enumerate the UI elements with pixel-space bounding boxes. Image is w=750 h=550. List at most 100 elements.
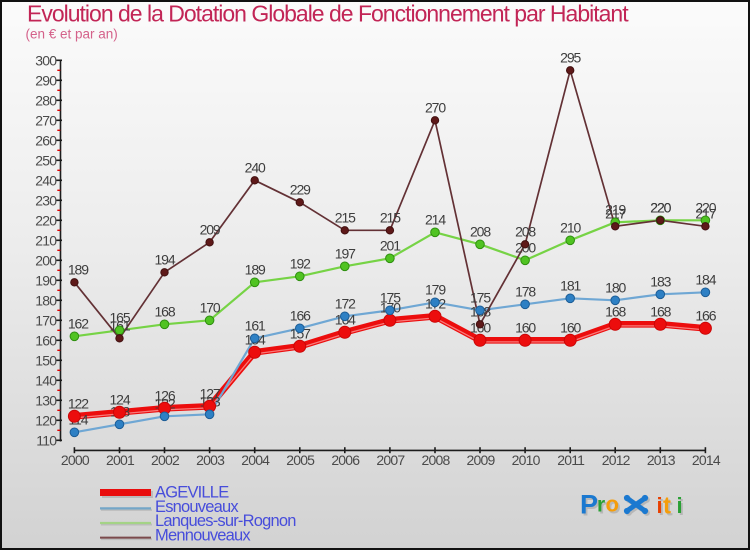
svg-text:290: 290 <box>35 72 57 88</box>
svg-text:194: 194 <box>154 252 175 268</box>
svg-text:2013: 2013 <box>647 452 676 468</box>
svg-text:172: 172 <box>335 296 356 312</box>
svg-text:o: o <box>606 492 619 517</box>
svg-text:127: 127 <box>200 386 221 402</box>
svg-text:295: 295 <box>560 50 581 66</box>
svg-text:240: 240 <box>245 160 266 176</box>
svg-text:2014: 2014 <box>692 452 721 468</box>
svg-text:215: 215 <box>380 210 401 226</box>
svg-text:126: 126 <box>154 388 175 404</box>
svg-text:t: t <box>663 493 671 520</box>
svg-text:130: 130 <box>35 392 57 408</box>
svg-text:220: 220 <box>695 200 716 216</box>
svg-text:2000: 2000 <box>61 452 90 468</box>
svg-text:219: 219 <box>605 202 626 218</box>
svg-text:208: 208 <box>470 224 491 240</box>
svg-text:(en € et par an): (en € et par an) <box>26 26 118 41</box>
svg-text:i: i <box>657 493 663 518</box>
svg-text:200: 200 <box>35 252 57 268</box>
svg-text:240: 240 <box>35 172 57 188</box>
svg-text:210: 210 <box>35 232 57 248</box>
svg-text:217: 217 <box>695 206 716 222</box>
svg-text:168: 168 <box>605 304 626 320</box>
svg-text:165: 165 <box>109 310 130 326</box>
svg-text:160: 160 <box>515 320 536 336</box>
svg-text:197: 197 <box>335 246 356 262</box>
svg-text:180: 180 <box>35 292 57 308</box>
svg-text:2010: 2010 <box>512 452 541 468</box>
svg-text:215: 215 <box>335 210 356 226</box>
svg-text:Lanques-sur-Rognon: Lanques-sur-Rognon <box>155 512 296 530</box>
svg-text:Mennouveaux: Mennouveaux <box>155 527 251 545</box>
svg-text:175: 175 <box>470 290 491 306</box>
svg-text:110: 110 <box>36 432 57 448</box>
svg-text:160: 160 <box>35 332 57 348</box>
svg-text:229: 229 <box>290 182 311 198</box>
svg-text:170: 170 <box>35 312 57 328</box>
svg-text:i: i <box>677 493 683 518</box>
svg-text:2002: 2002 <box>151 452 180 468</box>
svg-text:168: 168 <box>650 304 671 320</box>
svg-text:189: 189 <box>245 262 266 278</box>
svg-text:161: 161 <box>245 318 266 334</box>
svg-text:r: r <box>597 494 605 517</box>
svg-text:230: 230 <box>35 192 57 208</box>
svg-text:162: 162 <box>68 316 89 332</box>
svg-text:r: r <box>599 495 607 518</box>
svg-text:181: 181 <box>560 278 581 294</box>
svg-text:2007: 2007 <box>376 452 405 468</box>
svg-text:210: 210 <box>560 220 581 236</box>
svg-text:Evolution de la Dotation Globa: Evolution de la Dotation Globale de Fonc… <box>27 0 629 26</box>
svg-text:183: 183 <box>650 274 671 290</box>
svg-text:270: 270 <box>425 100 446 116</box>
svg-text:124: 124 <box>109 392 130 408</box>
svg-text:2011: 2011 <box>557 452 585 468</box>
svg-text:220: 220 <box>650 200 671 216</box>
svg-text:192: 192 <box>290 256 311 272</box>
svg-text:120: 120 <box>35 412 57 428</box>
svg-text:i: i <box>678 495 684 520</box>
svg-text:300: 300 <box>35 52 57 68</box>
svg-text:217: 217 <box>605 206 626 222</box>
svg-text:150: 150 <box>35 352 57 368</box>
svg-text:189: 189 <box>68 262 89 278</box>
svg-text:2005: 2005 <box>286 452 315 468</box>
svg-text:175: 175 <box>380 290 401 306</box>
svg-text:P: P <box>580 490 598 520</box>
svg-text:2001: 2001 <box>106 452 135 468</box>
svg-text:Esnouveaux: Esnouveaux <box>155 498 239 516</box>
svg-text:t: t <box>665 494 673 521</box>
svg-text:209: 209 <box>200 222 221 238</box>
svg-text:270: 270 <box>35 112 57 128</box>
svg-text:214: 214 <box>425 212 446 228</box>
svg-text:2012: 2012 <box>602 452 631 468</box>
svg-text:178: 178 <box>515 284 536 300</box>
svg-text:170: 170 <box>200 300 221 316</box>
svg-text:179: 179 <box>425 282 446 298</box>
svg-text:260: 260 <box>35 132 57 148</box>
svg-text:2003: 2003 <box>196 452 225 468</box>
svg-text:184: 184 <box>695 272 716 288</box>
svg-text:250: 250 <box>35 152 57 168</box>
svg-text:2009: 2009 <box>467 452 496 468</box>
svg-text:201: 201 <box>380 238 401 254</box>
svg-text:140: 140 <box>35 372 57 388</box>
svg-text:166: 166 <box>695 308 716 324</box>
svg-text:280: 280 <box>35 92 57 108</box>
svg-text:122: 122 <box>68 396 89 412</box>
svg-text:i: i <box>658 495 664 520</box>
svg-text:180: 180 <box>605 280 626 296</box>
svg-text:2008: 2008 <box>422 452 451 468</box>
svg-text:220: 220 <box>650 200 671 216</box>
svg-text:190: 190 <box>35 272 57 288</box>
svg-text:168: 168 <box>154 304 175 320</box>
svg-text:o: o <box>607 493 620 518</box>
svg-text:208: 208 <box>515 224 536 240</box>
svg-text:2006: 2006 <box>331 452 360 468</box>
svg-text:AGEVILLE: AGEVILLE <box>155 484 229 502</box>
svg-text:166: 166 <box>290 308 311 324</box>
svg-text:2004: 2004 <box>241 452 270 468</box>
svg-text:160: 160 <box>560 320 581 336</box>
svg-text:P: P <box>582 491 600 521</box>
svg-text:220: 220 <box>35 212 57 228</box>
